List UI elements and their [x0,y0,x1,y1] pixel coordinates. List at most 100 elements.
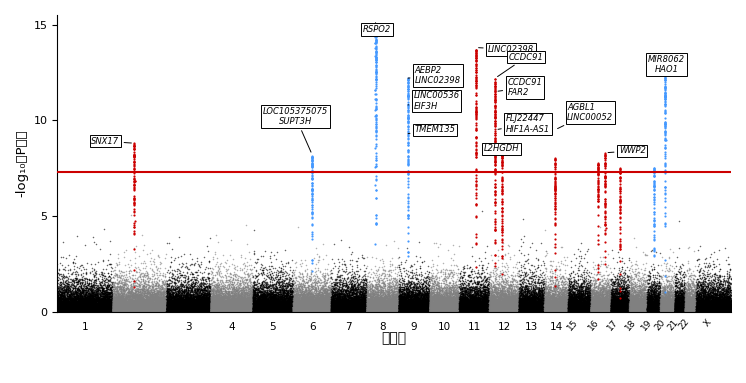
Point [248,297,260,303]
Point [472,295,484,301]
Point [530,296,542,302]
Point [492,303,504,309]
Point [57,300,69,306]
Point [422,301,434,308]
Point [568,301,580,308]
Point [91,300,103,306]
Point [466,300,477,306]
Point [335,305,347,311]
Point [353,305,365,311]
Point [213,301,225,308]
Point [644,307,656,313]
Point [334,299,346,305]
Point [82,294,94,300]
Point [684,308,696,314]
Point [623,303,635,309]
Point [109,303,121,309]
Point [191,268,203,275]
Point [407,308,419,314]
Point [632,298,644,304]
Point [306,300,318,306]
Point [107,304,119,311]
Point [548,307,560,313]
Point [573,308,585,314]
Point [693,290,705,296]
Point [192,306,204,312]
Point [215,301,227,308]
Point [120,302,132,308]
Point [190,308,202,314]
Point [95,308,107,314]
Point [521,306,533,312]
Point [605,307,617,313]
Point [374,300,386,306]
Point [175,307,187,313]
Point [698,305,709,311]
Point [607,292,619,298]
Point [651,308,663,314]
Point [582,303,594,309]
Point [447,299,459,305]
Point [69,304,81,310]
Point [100,306,112,312]
Point [612,308,624,314]
Point [449,306,461,312]
Point [432,305,444,311]
Point [702,288,714,294]
Point [279,308,291,314]
Point [501,308,513,314]
Point [527,285,539,291]
Point [474,301,486,308]
Point [626,293,638,300]
Point [203,304,215,310]
Point [597,284,609,290]
Point [92,296,104,302]
Point [560,305,572,311]
Point [604,297,616,303]
Point [718,299,730,305]
Point [404,306,416,312]
Point [204,298,216,304]
Point [627,305,639,311]
Point [72,295,84,301]
Point [217,308,229,314]
Point [409,282,421,288]
Point [620,303,632,309]
Point [530,300,542,306]
Point [145,308,157,314]
Point [652,301,664,308]
Point [480,308,492,314]
Point [671,299,683,305]
Point [235,308,247,314]
Point [102,274,114,280]
Point [251,304,263,310]
Point [393,308,405,314]
Point [82,294,94,300]
Point [424,308,436,314]
Point [551,308,562,314]
Point [204,305,216,311]
Point [651,269,663,275]
Point [520,306,532,312]
Point [182,275,194,282]
Point [222,297,234,303]
Point [722,304,734,310]
Point [185,308,197,314]
Point [151,308,163,314]
Point [128,196,140,202]
Point [455,301,467,307]
Point [424,308,436,314]
Point [365,301,377,307]
Point [101,308,113,314]
Point [169,303,181,309]
Point [715,308,727,314]
Point [327,303,339,309]
Point [581,301,593,307]
Point [207,294,219,300]
Point [148,306,160,312]
Point [677,300,689,306]
Point [144,306,156,313]
Point [129,302,141,308]
Point [571,305,583,311]
Point [342,301,354,307]
